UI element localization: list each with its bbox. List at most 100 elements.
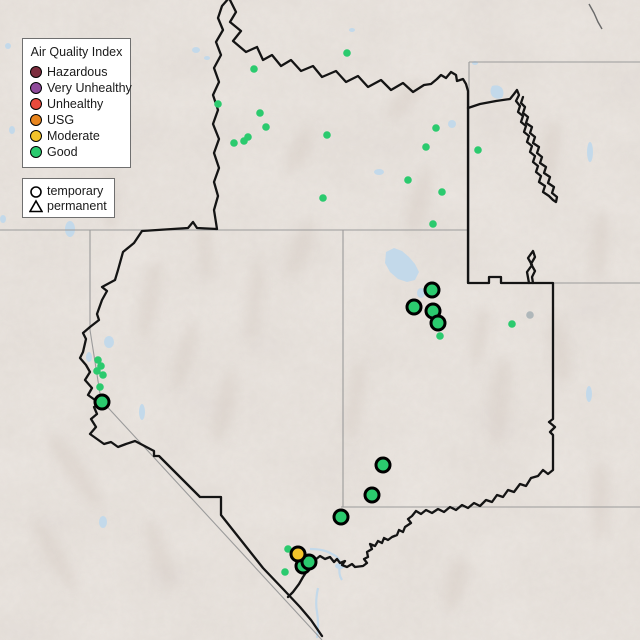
site-marker-large[interactable] xyxy=(429,314,447,332)
site-marker-small[interactable] xyxy=(230,139,238,147)
site-marker-small[interactable] xyxy=(343,49,351,57)
permanent-triangle-icon xyxy=(29,198,43,212)
site-type-temporary-row: temporary xyxy=(29,183,108,198)
site-type-permanent-label: permanent xyxy=(47,198,107,213)
mountain-range-mark xyxy=(33,520,77,590)
site-marker-small[interactable] xyxy=(256,109,264,117)
temporary-circle-icon xyxy=(30,185,42,198)
site-type-permanent-row: permanent xyxy=(29,198,108,213)
lake xyxy=(192,47,200,53)
site-marker-small[interactable] xyxy=(429,220,437,228)
lake xyxy=(349,28,355,32)
lake xyxy=(0,215,6,223)
lake xyxy=(586,386,592,402)
aqi-category-label: Unhealthy xyxy=(47,97,104,111)
lake xyxy=(204,56,210,60)
lake xyxy=(139,404,145,420)
site-marker-small[interactable] xyxy=(262,123,270,131)
region-boundary xyxy=(466,88,559,204)
site-marker-small[interactable] xyxy=(404,176,412,184)
site-marker-small[interactable] xyxy=(508,320,516,328)
site-marker-small[interactable] xyxy=(284,545,292,553)
mountain-range-mark xyxy=(213,367,237,443)
site-marker-small[interactable] xyxy=(214,100,222,108)
mountain-range-mark xyxy=(173,321,197,389)
lake xyxy=(99,516,107,528)
site-marker-small[interactable] xyxy=(281,568,289,576)
site-marker-small[interactable] xyxy=(438,188,446,196)
lake xyxy=(104,336,114,348)
site-marker-small[interactable] xyxy=(436,332,444,340)
site-marker-large[interactable] xyxy=(332,508,350,526)
site-marker-large[interactable] xyxy=(423,281,441,299)
mountain-range-mark xyxy=(591,460,609,540)
site-type-temporary-label: temporary xyxy=(47,183,104,198)
aqi-category-label: Very Unhealthy xyxy=(47,81,132,95)
site-marker-small[interactable] xyxy=(422,143,430,151)
site-marker-small[interactable] xyxy=(432,124,440,132)
aqi-category-label: Hazardous xyxy=(47,65,108,79)
region-boundary xyxy=(228,0,557,599)
lake xyxy=(385,248,419,282)
aqi-color-swatch xyxy=(30,146,42,158)
site-marker-large[interactable] xyxy=(363,486,381,504)
site-marker-large[interactable] xyxy=(93,393,111,411)
lake xyxy=(9,126,15,134)
site-marker-small[interactable] xyxy=(319,194,327,202)
site-marker-small[interactable] xyxy=(244,133,252,141)
lake xyxy=(587,142,593,162)
aqi-legend-item: Good xyxy=(30,144,123,160)
aqi-category-label: USG xyxy=(47,113,75,127)
monitoring-sites-layer xyxy=(93,49,534,576)
site-marker-small[interactable] xyxy=(474,146,482,154)
mountain-range-mark xyxy=(442,557,468,613)
river xyxy=(309,547,343,581)
aqi-legend-items: Hazardous Very Unhealthy Unhealthy USG Moder… xyxy=(30,64,132,160)
site-marker-large[interactable] xyxy=(405,298,423,316)
lake xyxy=(490,85,504,99)
site-marker-small[interactable] xyxy=(250,65,258,73)
aqi-color-swatch xyxy=(30,66,42,78)
site-marker-small[interactable] xyxy=(96,383,104,391)
aqi-legend-item: Hazardous xyxy=(30,64,123,80)
mountain-range-mark xyxy=(591,211,609,279)
aqi-category-label: Good xyxy=(47,145,78,159)
mountain-range-mark xyxy=(138,260,162,340)
region-boundary xyxy=(78,0,324,638)
mountain-range-mark xyxy=(344,360,366,440)
mountain-range-mark xyxy=(489,356,511,444)
site-marker-small[interactable] xyxy=(94,356,102,364)
mountain-range-mark xyxy=(196,222,214,278)
region-boundary-layer xyxy=(78,0,559,638)
mountain-range-mark xyxy=(246,258,264,342)
aqi-legend-item: USG xyxy=(30,112,123,128)
lake xyxy=(417,288,425,298)
mountain-range-mark xyxy=(286,221,314,279)
site-marker-large[interactable] xyxy=(289,545,307,563)
aqi-color-swatch xyxy=(30,114,42,126)
site-marker-small[interactable] xyxy=(526,311,534,319)
mountain-range-mark xyxy=(286,126,314,174)
site-marker-large[interactable] xyxy=(300,553,318,571)
site-type-legend: temporary permanent xyxy=(22,178,115,218)
mountain-range-mark xyxy=(406,167,434,233)
aqi-legend-item: Very Unhealthy xyxy=(30,80,132,96)
site-marker-small[interactable] xyxy=(323,131,331,139)
site-marker-large[interactable] xyxy=(374,456,392,474)
mountain-range-mark xyxy=(470,305,490,365)
lake xyxy=(5,43,11,49)
lakes-layer xyxy=(0,28,593,569)
aqi-legend: Air Quality Index Hazardous Very Unhealth… xyxy=(22,38,132,168)
mountain-range-mark xyxy=(549,314,571,386)
aqi-color-swatch xyxy=(30,130,42,142)
aqi-legend-item: Unhealthy xyxy=(30,96,123,112)
aqi-legend-title: Air Quality Index xyxy=(30,45,123,59)
region-boundary xyxy=(525,249,537,285)
site-marker-small[interactable] xyxy=(93,367,101,375)
lake xyxy=(86,352,92,362)
lake xyxy=(448,120,456,128)
site-marker-small[interactable] xyxy=(99,371,107,379)
mountain-range-mark xyxy=(47,432,103,508)
mountain-range-mark xyxy=(145,521,175,589)
